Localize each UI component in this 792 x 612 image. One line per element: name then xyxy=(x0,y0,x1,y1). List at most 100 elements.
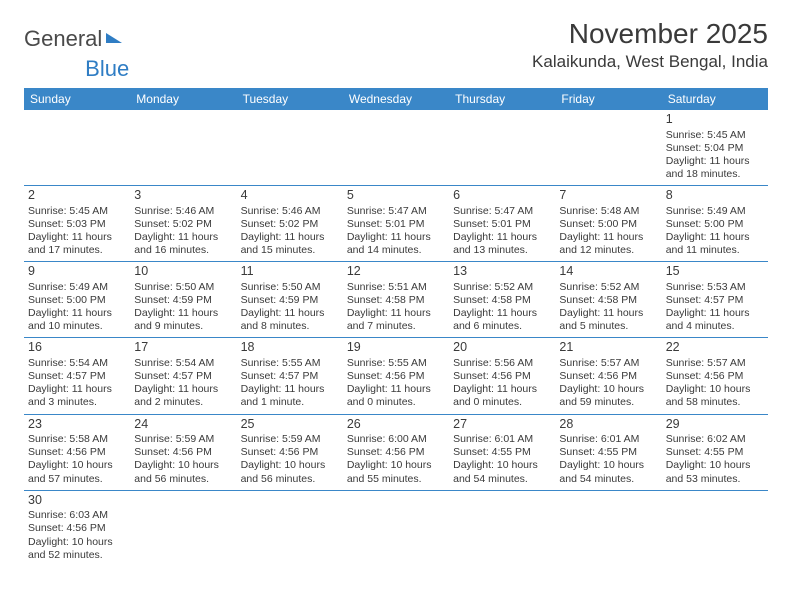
title-block: November 2025 Kalaikunda, West Bengal, I… xyxy=(532,18,768,72)
daylight-text: Daylight: 11 hours xyxy=(241,383,339,396)
daylight-text: Daylight: 11 hours xyxy=(28,307,126,320)
sunset-text: Sunset: 5:03 PM xyxy=(28,218,126,231)
calendar-empty-cell xyxy=(662,490,768,566)
weekday-header: Thursday xyxy=(449,88,555,110)
daylight-text: Daylight: 11 hours xyxy=(134,231,232,244)
calendar-week-row: 16Sunrise: 5:54 AMSunset: 4:57 PMDayligh… xyxy=(24,338,768,414)
daylight-text: and 56 minutes. xyxy=(241,473,339,486)
logo: General xyxy=(24,18,124,52)
daylight-text: and 59 minutes. xyxy=(559,396,657,409)
daylight-text: and 3 minutes. xyxy=(28,396,126,409)
sunrise-text: Sunrise: 6:00 AM xyxy=(347,433,445,446)
daylight-text: Daylight: 11 hours xyxy=(134,383,232,396)
sunset-text: Sunset: 5:02 PM xyxy=(134,218,232,231)
daylight-text: and 5 minutes. xyxy=(559,320,657,333)
sunset-text: Sunset: 4:55 PM xyxy=(559,446,657,459)
calendar-week-row: 9Sunrise: 5:49 AMSunset: 5:00 PMDaylight… xyxy=(24,262,768,338)
daylight-text: and 54 minutes. xyxy=(453,473,551,486)
sunrise-text: Sunrise: 5:45 AM xyxy=(28,205,126,218)
sunrise-text: Sunrise: 5:55 AM xyxy=(347,357,445,370)
logo-flag-icon xyxy=(106,33,122,43)
day-number: 3 xyxy=(134,188,232,204)
daylight-text: and 57 minutes. xyxy=(28,473,126,486)
sunset-text: Sunset: 4:57 PM xyxy=(666,294,764,307)
daylight-text: and 14 minutes. xyxy=(347,244,445,257)
daylight-text: and 6 minutes. xyxy=(453,320,551,333)
day-number: 7 xyxy=(559,188,657,204)
daylight-text: Daylight: 11 hours xyxy=(347,231,445,244)
sunset-text: Sunset: 4:57 PM xyxy=(241,370,339,383)
sunrise-text: Sunrise: 5:45 AM xyxy=(666,129,764,142)
sunrise-text: Sunrise: 6:03 AM xyxy=(28,509,126,522)
sunset-text: Sunset: 5:00 PM xyxy=(559,218,657,231)
sunrise-text: Sunrise: 5:57 AM xyxy=(559,357,657,370)
calendar-empty-cell xyxy=(343,490,449,566)
calendar-day-cell: 19Sunrise: 5:55 AMSunset: 4:56 PMDayligh… xyxy=(343,338,449,414)
sunrise-text: Sunrise: 5:50 AM xyxy=(241,281,339,294)
sunset-text: Sunset: 5:04 PM xyxy=(666,142,764,155)
sunset-text: Sunset: 5:00 PM xyxy=(666,218,764,231)
sunset-text: Sunset: 4:56 PM xyxy=(347,370,445,383)
calendar-day-cell: 8Sunrise: 5:49 AMSunset: 5:00 PMDaylight… xyxy=(662,186,768,262)
calendar-week-row: 2Sunrise: 5:45 AMSunset: 5:03 PMDaylight… xyxy=(24,186,768,262)
day-number: 21 xyxy=(559,340,657,356)
daylight-text: Daylight: 11 hours xyxy=(453,383,551,396)
calendar-day-cell: 9Sunrise: 5:49 AMSunset: 5:00 PMDaylight… xyxy=(24,262,130,338)
sunset-text: Sunset: 4:56 PM xyxy=(134,446,232,459)
day-number: 18 xyxy=(241,340,339,356)
calendar-day-cell: 16Sunrise: 5:54 AMSunset: 4:57 PMDayligh… xyxy=(24,338,130,414)
sunrise-text: Sunrise: 6:02 AM xyxy=(666,433,764,446)
weekday-header: Saturday xyxy=(662,88,768,110)
daylight-text: and 2 minutes. xyxy=(134,396,232,409)
daylight-text: and 8 minutes. xyxy=(241,320,339,333)
daylight-text: Daylight: 11 hours xyxy=(28,383,126,396)
day-number: 23 xyxy=(28,417,126,433)
sunrise-text: Sunrise: 5:59 AM xyxy=(134,433,232,446)
day-number: 10 xyxy=(134,264,232,280)
day-number: 8 xyxy=(666,188,764,204)
calendar-day-cell: 27Sunrise: 6:01 AMSunset: 4:55 PMDayligh… xyxy=(449,414,555,490)
sunset-text: Sunset: 4:56 PM xyxy=(666,370,764,383)
daylight-text: Daylight: 10 hours xyxy=(28,536,126,549)
day-number: 14 xyxy=(559,264,657,280)
calendar-day-cell: 17Sunrise: 5:54 AMSunset: 4:57 PMDayligh… xyxy=(130,338,236,414)
daylight-text: Daylight: 11 hours xyxy=(28,231,126,244)
calendar-empty-cell xyxy=(130,110,236,186)
sunset-text: Sunset: 5:01 PM xyxy=(347,218,445,231)
sunset-text: Sunset: 5:02 PM xyxy=(241,218,339,231)
calendar-day-cell: 3Sunrise: 5:46 AMSunset: 5:02 PMDaylight… xyxy=(130,186,236,262)
calendar-day-cell: 22Sunrise: 5:57 AMSunset: 4:56 PMDayligh… xyxy=(662,338,768,414)
calendar-week-row: 1Sunrise: 5:45 AMSunset: 5:04 PMDaylight… xyxy=(24,110,768,186)
day-number: 20 xyxy=(453,340,551,356)
daylight-text: and 52 minutes. xyxy=(28,549,126,562)
sunrise-text: Sunrise: 5:52 AM xyxy=(453,281,551,294)
sunset-text: Sunset: 5:00 PM xyxy=(28,294,126,307)
weekday-header-row: Sunday Monday Tuesday Wednesday Thursday… xyxy=(24,88,768,110)
day-number: 16 xyxy=(28,340,126,356)
sunset-text: Sunset: 4:58 PM xyxy=(559,294,657,307)
sunrise-text: Sunrise: 5:47 AM xyxy=(453,205,551,218)
daylight-text: and 54 minutes. xyxy=(559,473,657,486)
calendar-empty-cell xyxy=(130,490,236,566)
daylight-text: and 9 minutes. xyxy=(134,320,232,333)
location-text: Kalaikunda, West Bengal, India xyxy=(532,52,768,72)
daylight-text: and 7 minutes. xyxy=(347,320,445,333)
day-number: 4 xyxy=(241,188,339,204)
calendar-empty-cell xyxy=(555,110,661,186)
daylight-text: and 4 minutes. xyxy=(666,320,764,333)
day-number: 24 xyxy=(134,417,232,433)
sunset-text: Sunset: 4:55 PM xyxy=(666,446,764,459)
day-number: 11 xyxy=(241,264,339,280)
sunset-text: Sunset: 4:56 PM xyxy=(241,446,339,459)
sunset-text: Sunset: 4:56 PM xyxy=(28,522,126,535)
calendar-day-cell: 2Sunrise: 5:45 AMSunset: 5:03 PMDaylight… xyxy=(24,186,130,262)
day-number: 6 xyxy=(453,188,551,204)
calendar-day-cell: 1Sunrise: 5:45 AMSunset: 5:04 PMDaylight… xyxy=(662,110,768,186)
daylight-text: and 1 minute. xyxy=(241,396,339,409)
calendar-table: Sunday Monday Tuesday Wednesday Thursday… xyxy=(24,88,768,566)
daylight-text: and 12 minutes. xyxy=(559,244,657,257)
sunrise-text: Sunrise: 5:49 AM xyxy=(28,281,126,294)
day-number: 19 xyxy=(347,340,445,356)
sunrise-text: Sunrise: 5:51 AM xyxy=(347,281,445,294)
calendar-day-cell: 23Sunrise: 5:58 AMSunset: 4:56 PMDayligh… xyxy=(24,414,130,490)
